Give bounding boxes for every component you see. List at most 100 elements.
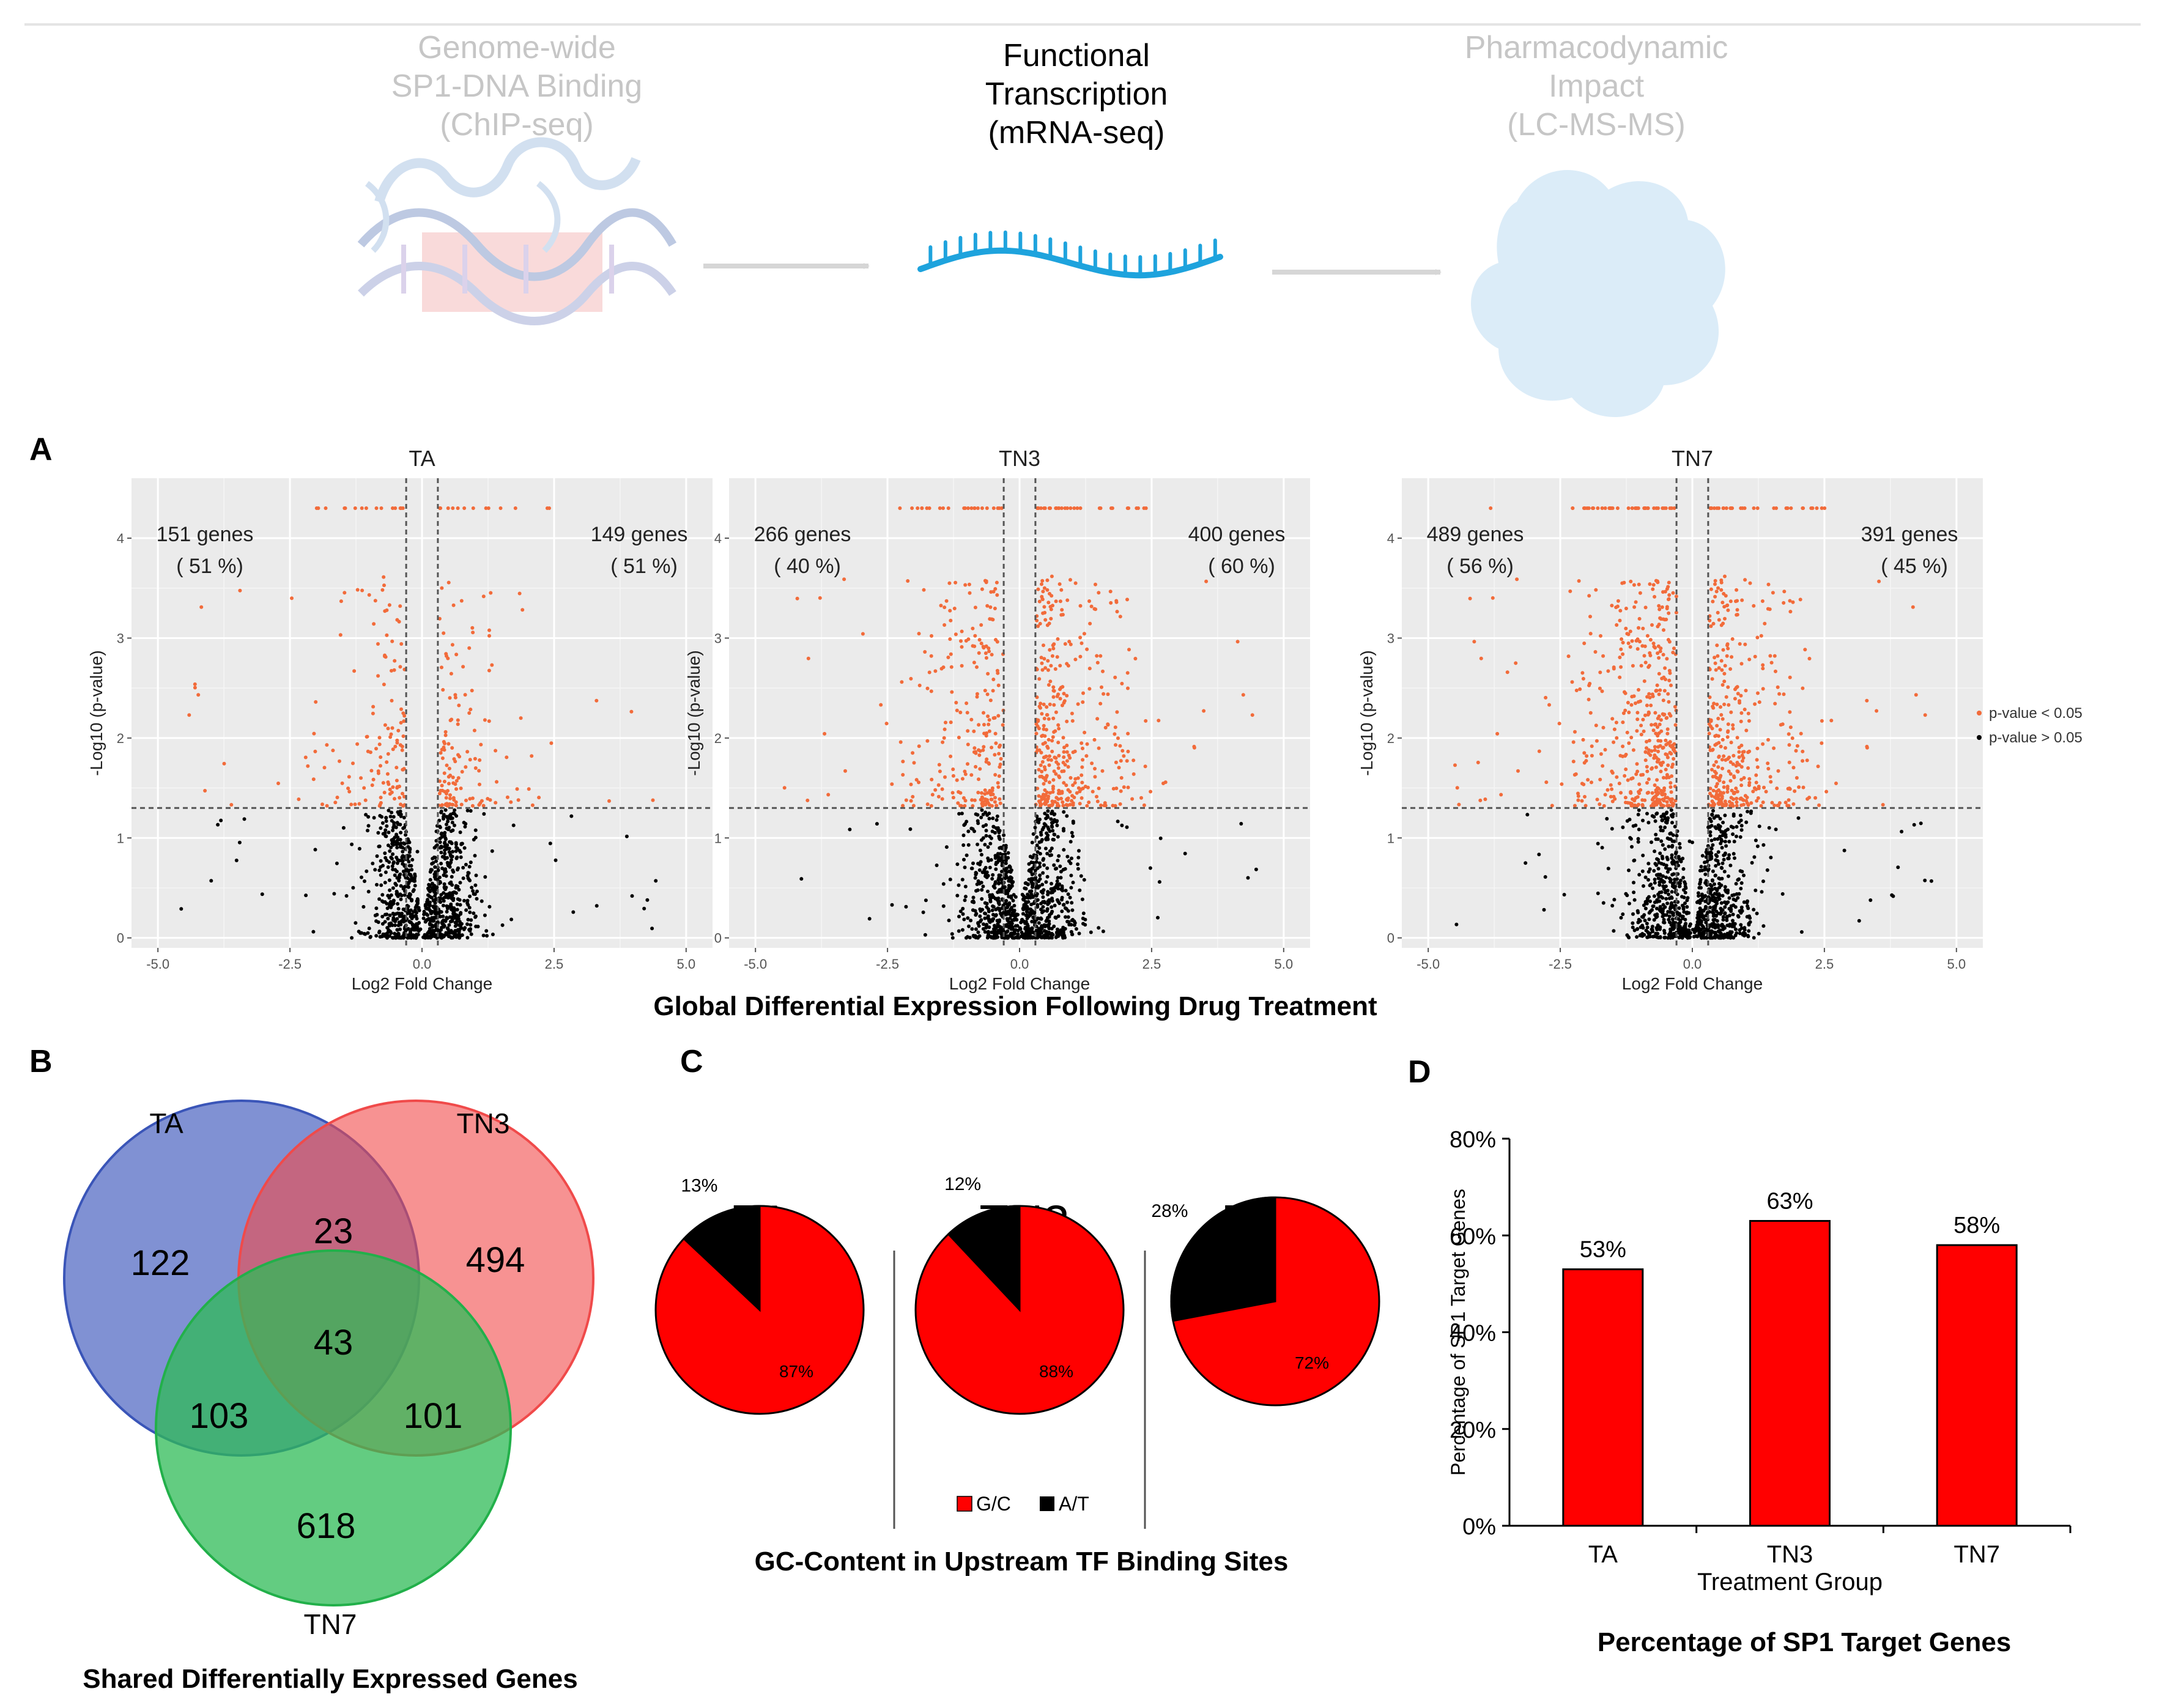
volcano-point-sig — [1665, 715, 1669, 720]
volcano-point-sig — [1711, 599, 1715, 604]
volcano-point-sig — [395, 741, 399, 745]
volcano-point-sig — [1052, 769, 1056, 774]
volcano-point-sig — [441, 688, 445, 692]
volcano-point-nonsig — [1062, 827, 1065, 831]
volcano-point-sig — [1059, 588, 1064, 592]
volcano-point-sig — [1516, 769, 1520, 773]
volcano-point-nonsig — [1719, 901, 1724, 905]
volcano-point-sig — [1054, 710, 1058, 714]
volcano-point-sig — [1747, 783, 1751, 787]
volcano-point-sig — [1643, 713, 1647, 717]
volcano-point-nonsig — [1020, 918, 1024, 922]
volcano-point-nonsig — [1010, 919, 1015, 922]
volcano-point-sig — [1729, 710, 1733, 714]
volcano-point-nonsig — [1662, 918, 1666, 922]
volcano-point-sig — [1081, 691, 1085, 695]
volcano-point-nonsig — [468, 910, 472, 914]
volcano-point-nonsig — [1711, 808, 1715, 813]
volcano-point-nonsig — [1026, 926, 1030, 931]
volcano-point-nonsig — [1076, 856, 1081, 860]
volcano-point-nonsig — [1753, 838, 1758, 843]
volcano-point-sig — [1591, 506, 1596, 510]
volcano-point-nonsig — [1031, 895, 1035, 899]
volcano-point-sig — [1666, 692, 1670, 696]
volcano-point-sig — [371, 711, 375, 715]
volcano-point-nonsig — [467, 906, 472, 910]
volcano-point-sig — [1114, 600, 1119, 604]
volcano-point-sig — [1713, 656, 1717, 660]
volcano-point-sig — [1114, 760, 1118, 764]
volcano-point-nonsig — [407, 909, 411, 914]
volcano-point-sig — [1072, 506, 1076, 510]
volcano-point-nonsig — [1050, 811, 1053, 816]
volcano-point-sig — [349, 802, 354, 807]
volcano-point-sig — [498, 506, 503, 510]
volcano-point-nonsig — [1666, 910, 1670, 914]
volcano-point-sig — [1714, 668, 1718, 672]
volcano-point-nonsig — [398, 845, 402, 849]
volcano-point-sig — [951, 767, 955, 771]
volcano-point-sig — [396, 728, 401, 733]
volcano-point-nonsig — [448, 920, 453, 923]
volcano-point-sig — [490, 663, 494, 667]
volcano-point-nonsig — [1627, 868, 1631, 873]
volcano-point-sig — [1719, 793, 1723, 797]
volcano-point-nonsig — [997, 873, 1001, 878]
volcano-point-sig — [1923, 713, 1927, 717]
volcano-point-nonsig — [491, 933, 495, 936]
volcano-point-nonsig — [381, 863, 385, 868]
volcano-point-nonsig — [993, 856, 998, 860]
volcano-point-sig — [1716, 796, 1720, 800]
volcano-point-nonsig — [1704, 920, 1708, 925]
volcano-point-sig — [1720, 758, 1724, 762]
volcano-point-sig — [489, 591, 493, 595]
volcano-point-sig — [470, 689, 474, 693]
volcano-point-nonsig — [372, 816, 376, 820]
volcano-point-sig — [1657, 671, 1661, 676]
volcano-point-nonsig — [1670, 890, 1674, 894]
volcano-point-nonsig — [1717, 885, 1722, 890]
volcano-point-sig — [442, 748, 446, 752]
volcano-point-nonsig — [1713, 896, 1717, 900]
volcano-point-sig — [1669, 683, 1673, 687]
volcano-point-sig — [884, 722, 889, 726]
volcano-point-sig — [1635, 506, 1639, 510]
volcano-point-nonsig — [1605, 816, 1609, 821]
volcano-point-sig — [1062, 745, 1066, 750]
volcano-point-nonsig — [991, 816, 995, 821]
volcano-point-nonsig — [453, 908, 456, 911]
down-gene-percent: ( 51 %) — [176, 555, 243, 578]
volcano-point-nonsig — [397, 879, 401, 883]
volcano-point-nonsig — [991, 873, 995, 877]
volcano-point-sig — [1735, 796, 1739, 800]
volcano-point-sig — [1664, 767, 1668, 772]
volcano-point-nonsig — [445, 915, 449, 920]
volcano-point-sig — [1618, 675, 1622, 679]
volcano-point-sig — [1668, 785, 1673, 789]
volcano-point-nonsig — [997, 907, 1001, 911]
volcano-point-nonsig — [961, 912, 965, 916]
volcano-point-sig — [1774, 669, 1777, 673]
volcano-point-sig — [1714, 789, 1719, 794]
volcano-point-sig — [782, 786, 787, 790]
volcano-point-nonsig — [1596, 891, 1600, 895]
volcano-point-sig — [1631, 748, 1635, 752]
volcano-point-nonsig — [1066, 915, 1070, 919]
volcano-point-nonsig — [459, 842, 464, 846]
pie-legend-gc-swatch — [957, 1496, 972, 1512]
volcano-point-sig — [933, 788, 938, 792]
volcano-point-sig — [1108, 590, 1113, 594]
volcano-point-nonsig — [974, 889, 978, 893]
volcano-point-nonsig — [401, 849, 405, 854]
volcano-point-sig — [1078, 802, 1082, 806]
volcano-point-sig — [1726, 646, 1730, 651]
volcano-point-sig — [1664, 678, 1667, 681]
volcano-point-nonsig — [442, 873, 446, 878]
volcano-point-sig — [997, 745, 1001, 749]
volcano-point-sig — [352, 669, 357, 673]
volcano-point-sig — [906, 579, 910, 583]
volcano-point-sig — [456, 776, 461, 780]
volcano-point-sig — [993, 753, 997, 757]
volcano-point-sig — [1125, 506, 1130, 510]
volcano-point-nonsig — [981, 927, 985, 931]
